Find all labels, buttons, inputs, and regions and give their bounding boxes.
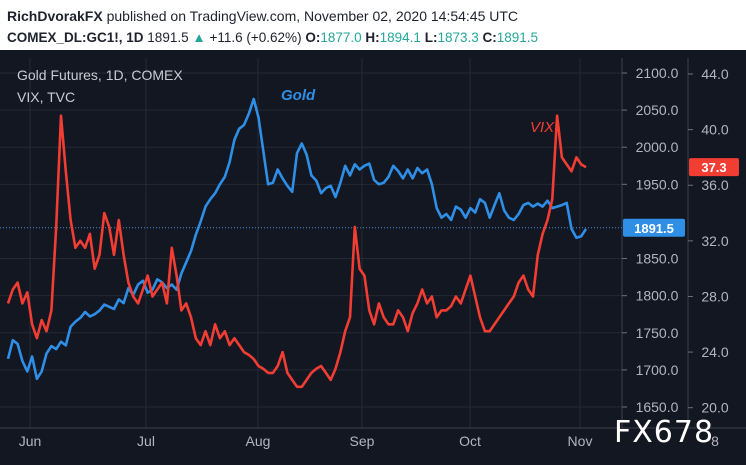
open-label: O: [305,30,321,45]
vix-last-price-badge: 37.3 [689,158,739,177]
price-change: +11.6 (+0.62%) [209,30,302,45]
x-tick-label: Nov [568,433,593,449]
gold-series-label: Gold [281,87,316,104]
chart-background [0,50,746,465]
vix-series-label: VIX [530,119,555,136]
low-value: 1873.3 [437,30,479,45]
close-label: C: [482,30,497,45]
vix-last-price: 37.3 [701,160,726,175]
x-tick-label: Jul [137,433,155,449]
high-value: 1894.1 [379,30,421,45]
open-value: 1877.0 [320,30,362,45]
vix-tick-label: 44.0 [701,66,728,82]
gold-tick-label: 1850.0 [636,251,679,267]
author-name[interactable]: RichDvorakFX [7,8,103,24]
gold-tick-label: 2050.0 [636,102,679,118]
vix-tick-label: 36.0 [701,177,728,193]
watermark: FX678 [614,415,714,450]
gold-axis-ticks: 2100.0 2050.0 2000.0 1950.0 1850.0 1800.0 1750… [622,65,679,415]
vix-legend-title[interactable]: VIX, TVC [17,89,75,105]
symbol-label[interactable]: COMEX_DL:GC1!, 1D [7,30,144,45]
chart-area[interactable]: 2100.0 2050.0 2000.0 1950.0 1850.0 1800.0 1750… [0,50,746,465]
gold-last-price-badge: 1891.5 [623,218,685,237]
vix-tick-label: 24.0 [701,344,728,360]
close-value: 1891.5 [496,30,539,45]
last-price: 1891.5 [147,30,189,45]
gold-tick-label: 1700.0 [636,362,679,378]
vix-tick-label: 8 [711,433,719,449]
x-tick-label: Aug [246,433,271,449]
vix-tick-label: 20.0 [701,400,728,416]
gold-tick-label: 1750.0 [636,325,679,341]
high-label: H: [365,30,380,45]
gold-legend-title[interactable]: Gold Futures, 1D, COMEX [17,67,183,83]
gold-tick-label: 1950.0 [636,176,679,192]
up-arrow-icon: ▲ [192,30,206,45]
gold-tick-label: 1800.0 [636,288,679,304]
vix-tick-label: 28.0 [701,288,728,304]
chart-header: RichDvorakFX published on TradingView.co… [0,0,746,50]
publish-line: RichDvorakFX published on TradingView.co… [7,8,518,24]
x-axis-ticks: Jun Jul Aug Sep Oct Nov [19,433,593,449]
quote-line: COMEX_DL:GC1!, 1D 1891.5 ▲ +11.6 (+0.62%… [7,30,538,45]
vix-series-line[interactable] [6,114,587,389]
gold-series-line[interactable] [6,97,588,381]
low-label: L: [424,30,438,45]
gold-last-price: 1891.5 [634,221,674,236]
x-tick-label: Sep [350,433,375,449]
vix-axis-ticks: 44.0 40.0 36.0 32.0 28.0 24.0 20.0 8 [688,66,729,449]
gold-tick-label: 2000.0 [636,139,679,155]
gold-tick-label: 2100.0 [636,65,679,81]
gold-tick-label: 1650.0 [636,399,679,415]
published-text: published on TradingView.com, November 0… [106,8,519,24]
x-tick-label: Jun [19,433,42,449]
axis-separators [0,58,746,429]
vix-tick-label: 40.0 [701,122,728,138]
vix-tick-label: 32.0 [701,233,728,249]
x-tick-label: Oct [459,433,481,449]
